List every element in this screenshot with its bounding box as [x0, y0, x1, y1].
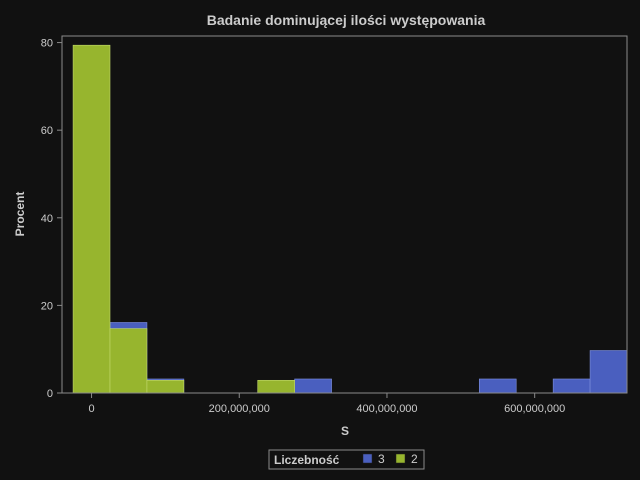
chart-title: Badanie dominującej ilości występowania	[207, 12, 486, 28]
legend-label-series-3: 3	[378, 452, 385, 466]
x-tick-label: 400,000,000	[356, 403, 417, 415]
legend-swatch-series-3	[362, 453, 373, 464]
bar-series-2-bin-5	[257, 379, 295, 394]
bar-series-3-bin-14	[589, 350, 628, 394]
y-tick-label: 80	[41, 38, 53, 50]
y-axis: 0 20 40 60 80	[41, 38, 62, 400]
legend-frame	[268, 449, 425, 470]
x-axis: 0 200,000,000 400,000,000 600,000,000	[88, 393, 565, 415]
legend-swatch-series-2	[395, 453, 406, 464]
x-axis-label: S	[341, 424, 349, 438]
y-tick-label: 0	[47, 388, 53, 400]
y-tick-label: 60	[41, 125, 53, 137]
bar-series-3-bin-11	[478, 378, 517, 394]
x-tick-label: 200,000,000	[209, 403, 270, 415]
bar-series-2-bin-2	[146, 379, 185, 394]
bar-series-2-bin-1	[109, 328, 148, 394]
bar-series-3-bin-6	[294, 378, 332, 394]
legend: Liczebność 3 2	[268, 449, 425, 470]
bar-series-2-bin-0	[72, 44, 111, 394]
y-tick-label: 20	[41, 300, 53, 312]
y-tick-label: 40	[41, 213, 53, 225]
legend-label-series-2: 2	[411, 452, 418, 466]
bar-series-3-bin-13	[552, 378, 591, 394]
y-axis-label: Procent	[13, 192, 27, 237]
plot-area-frame	[61, 35, 628, 394]
x-tick-label: 0	[88, 403, 94, 415]
x-tick-label: 600,000,000	[504, 403, 565, 415]
legend-title: Liczebność	[274, 453, 340, 467]
